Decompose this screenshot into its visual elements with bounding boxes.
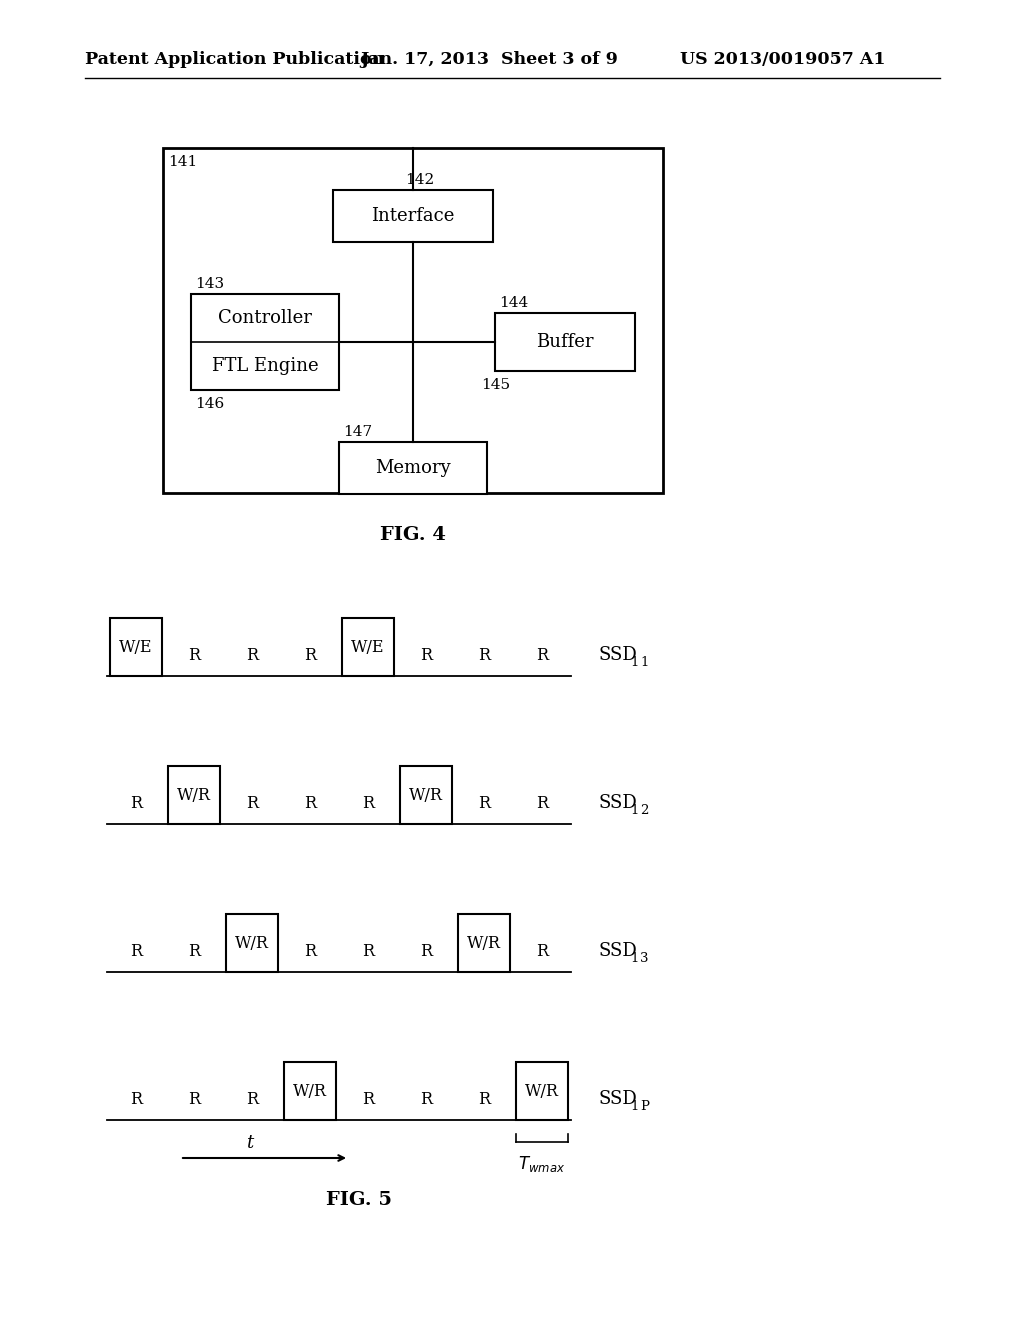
Text: R: R xyxy=(420,647,432,664)
Bar xyxy=(191,294,339,389)
Text: W/R: W/R xyxy=(293,1082,327,1100)
Text: 143: 143 xyxy=(195,277,224,290)
Text: R: R xyxy=(130,942,142,960)
Text: R: R xyxy=(361,942,374,960)
Text: 1: 1 xyxy=(630,952,638,965)
Text: R: R xyxy=(478,647,490,664)
Text: Jan. 17, 2013  Sheet 3 of 9: Jan. 17, 2013 Sheet 3 of 9 xyxy=(360,51,617,69)
Bar xyxy=(458,913,510,972)
Text: R: R xyxy=(130,1090,142,1107)
Text: R: R xyxy=(246,1090,258,1107)
Bar xyxy=(110,618,162,676)
Text: R: R xyxy=(188,1090,200,1107)
Text: W/E: W/E xyxy=(119,639,153,656)
Text: R: R xyxy=(420,942,432,960)
Text: 1: 1 xyxy=(630,1100,638,1113)
Text: 146: 146 xyxy=(195,397,224,411)
Text: R: R xyxy=(420,1090,432,1107)
Text: FTL Engine: FTL Engine xyxy=(212,356,318,375)
Text: W/R: W/R xyxy=(177,787,211,804)
Text: W/R: W/R xyxy=(234,935,269,952)
Text: SSD: SSD xyxy=(599,795,638,812)
Text: 142: 142 xyxy=(406,173,434,187)
Text: P: P xyxy=(640,1100,649,1113)
Bar xyxy=(516,1063,568,1119)
Text: Controller: Controller xyxy=(218,309,312,327)
Text: FIG. 5: FIG. 5 xyxy=(326,1191,392,1209)
Text: FIG. 4: FIG. 4 xyxy=(380,525,445,544)
Text: Patent Application Publication: Patent Application Publication xyxy=(85,51,384,69)
Text: Buffer: Buffer xyxy=(537,333,594,351)
Bar xyxy=(163,148,663,492)
Text: R: R xyxy=(478,795,490,812)
Bar xyxy=(284,1063,336,1119)
Text: R: R xyxy=(130,795,142,812)
Text: t: t xyxy=(246,1134,253,1152)
Text: SSD: SSD xyxy=(599,645,638,664)
Text: Memory: Memory xyxy=(375,459,451,477)
Bar xyxy=(339,442,487,494)
Text: $T_{wmax}$: $T_{wmax}$ xyxy=(518,1154,565,1173)
Text: W/R: W/R xyxy=(409,787,443,804)
Text: 3: 3 xyxy=(640,952,648,965)
Text: Interface: Interface xyxy=(372,207,455,224)
Text: R: R xyxy=(536,647,548,664)
Text: 2: 2 xyxy=(640,804,648,817)
Text: R: R xyxy=(246,795,258,812)
Text: R: R xyxy=(246,647,258,664)
Bar xyxy=(333,190,493,242)
Text: W/E: W/E xyxy=(351,639,385,656)
Text: SSD: SSD xyxy=(599,1090,638,1107)
Text: R: R xyxy=(188,942,200,960)
Text: W/R: W/R xyxy=(467,935,501,952)
Text: R: R xyxy=(304,647,316,664)
Text: US 2013/0019057 A1: US 2013/0019057 A1 xyxy=(680,51,886,69)
Text: R: R xyxy=(304,795,316,812)
Text: 144: 144 xyxy=(499,296,528,310)
Text: R: R xyxy=(361,1090,374,1107)
Text: 1: 1 xyxy=(630,656,638,668)
Text: 1: 1 xyxy=(640,656,648,668)
Text: 1: 1 xyxy=(630,804,638,817)
Text: 145: 145 xyxy=(481,378,510,392)
Text: 147: 147 xyxy=(343,425,372,440)
Text: R: R xyxy=(536,795,548,812)
Bar xyxy=(400,766,452,824)
Bar xyxy=(342,618,394,676)
Text: SSD: SSD xyxy=(599,942,638,960)
Text: R: R xyxy=(188,647,200,664)
Text: R: R xyxy=(361,795,374,812)
Text: R: R xyxy=(478,1090,490,1107)
Bar xyxy=(168,766,220,824)
Text: 141: 141 xyxy=(168,154,198,169)
Text: W/R: W/R xyxy=(525,1082,559,1100)
Bar xyxy=(495,313,635,371)
Bar xyxy=(226,913,278,972)
Text: R: R xyxy=(304,942,316,960)
Text: R: R xyxy=(536,942,548,960)
